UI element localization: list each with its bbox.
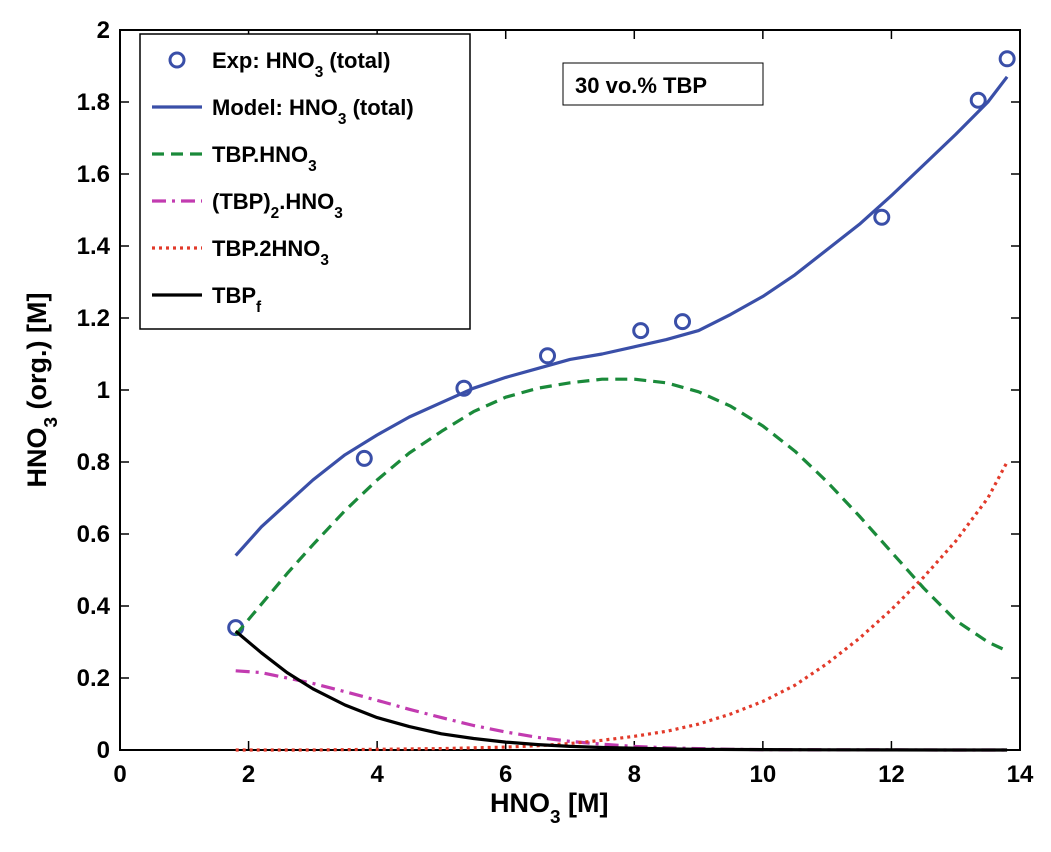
x-tick-label: 2 <box>242 761 255 788</box>
legend-box <box>139 33 471 330</box>
y-axis-title: HNO3 (org.) [M] <box>22 293 62 488</box>
annotation-box <box>562 62 764 106</box>
y-tick-label: 1 <box>97 377 110 404</box>
legend-label: TBP.2HNO3 <box>212 236 329 269</box>
y-tick-label: 1.6 <box>77 161 110 188</box>
exp-point <box>632 322 650 340</box>
exp-point <box>969 91 987 109</box>
x-axis-title: HNO3 [M] <box>490 788 609 828</box>
x-tick-label: 10 <box>750 761 777 788</box>
y-tick-label: 1.2 <box>77 305 110 332</box>
y-tick-label: 0.4 <box>77 593 111 620</box>
y-tick-label: 1.8 <box>77 89 110 116</box>
exp-point <box>674 313 691 331</box>
y-tick-label: 0.8 <box>77 449 110 476</box>
series-line-2 <box>234 377 1008 653</box>
x-tick-label: 4 <box>370 761 384 788</box>
legend-label: Exp: HNO3 (total) <box>212 48 390 81</box>
y-tick-label: 0.6 <box>77 521 110 548</box>
legend-label: (TBP)2.HNO3 <box>212 189 343 222</box>
x-tick-label: 12 <box>878 761 905 788</box>
x-tick-label: 8 <box>628 761 641 788</box>
legend-label: TBPf <box>212 283 262 316</box>
series-layer <box>227 50 1016 752</box>
y-tick-label: 1.4 <box>77 233 111 260</box>
legend-marker <box>168 51 186 69</box>
x-tick-label: 6 <box>499 761 512 788</box>
exp-point <box>998 50 1016 68</box>
series-line-1 <box>234 75 1009 557</box>
exp-point <box>539 347 556 365</box>
x-tick-label: 0 <box>113 761 126 788</box>
y-tick-label: 0.2 <box>77 665 110 692</box>
legend: Exp: HNO3 (total) Model: HNO3 (total) TBP.… <box>139 33 471 330</box>
y-tick-label: 2 <box>97 17 110 44</box>
exp-point <box>355 449 373 467</box>
legend-label: Model: HNO3 (total) <box>212 95 414 128</box>
annotation-text: 30 vo.% TBP <box>575 73 707 98</box>
exp-point <box>873 208 891 226</box>
x-tick-label: 14 <box>1007 761 1034 788</box>
series-line-5 <box>234 629 1008 752</box>
legend-label: TBP.HNO3 <box>212 142 317 175</box>
series-line-4 <box>235 461 1009 752</box>
y-tick-label: 0 <box>97 737 110 764</box>
series-line-3 <box>235 669 1008 752</box>
